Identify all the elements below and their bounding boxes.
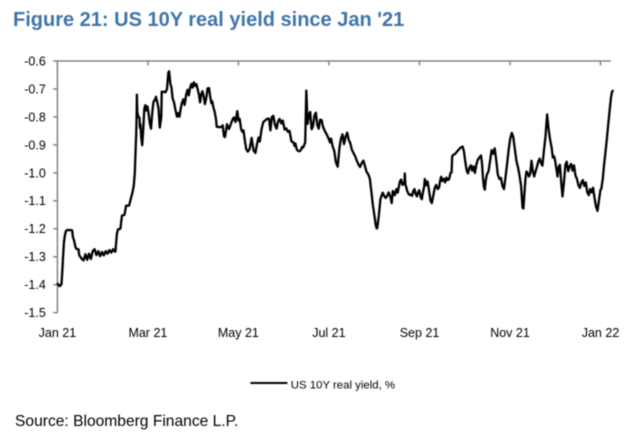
svg-text:Mar 21: Mar 21 [128, 326, 167, 340]
svg-text:US 10Y real yield, %: US 10Y real yield, % [291, 379, 395, 391]
svg-text:-1.0: -1.0 [24, 166, 46, 180]
svg-text:-1.1: -1.1 [24, 194, 46, 208]
svg-text:Figure 21: US 10Y real yield s: Figure 21: US 10Y real yield since Jan '… [13, 9, 404, 31]
svg-text:-0.7: -0.7 [24, 82, 46, 96]
svg-text:-1.4: -1.4 [24, 278, 46, 292]
svg-text:Jan 22: Jan 22 [582, 326, 620, 340]
svg-text:May 21: May 21 [218, 326, 259, 340]
svg-text:-0.6: -0.6 [24, 54, 46, 68]
svg-text:-1.2: -1.2 [24, 222, 46, 236]
svg-text:Jul 21: Jul 21 [312, 326, 345, 340]
svg-text:-0.8: -0.8 [24, 110, 46, 124]
svg-text:-1.3: -1.3 [24, 250, 46, 264]
svg-text:Source: Bloomberg Finance L.P.: Source: Bloomberg Finance L.P. [15, 413, 238, 430]
svg-text:-0.9: -0.9 [24, 138, 46, 152]
svg-text:Jan 21: Jan 21 [39, 326, 77, 340]
svg-text:Nov 21: Nov 21 [490, 326, 530, 340]
svg-text:Sep 21: Sep 21 [400, 326, 440, 340]
svg-text:-1.5: -1.5 [24, 306, 46, 320]
